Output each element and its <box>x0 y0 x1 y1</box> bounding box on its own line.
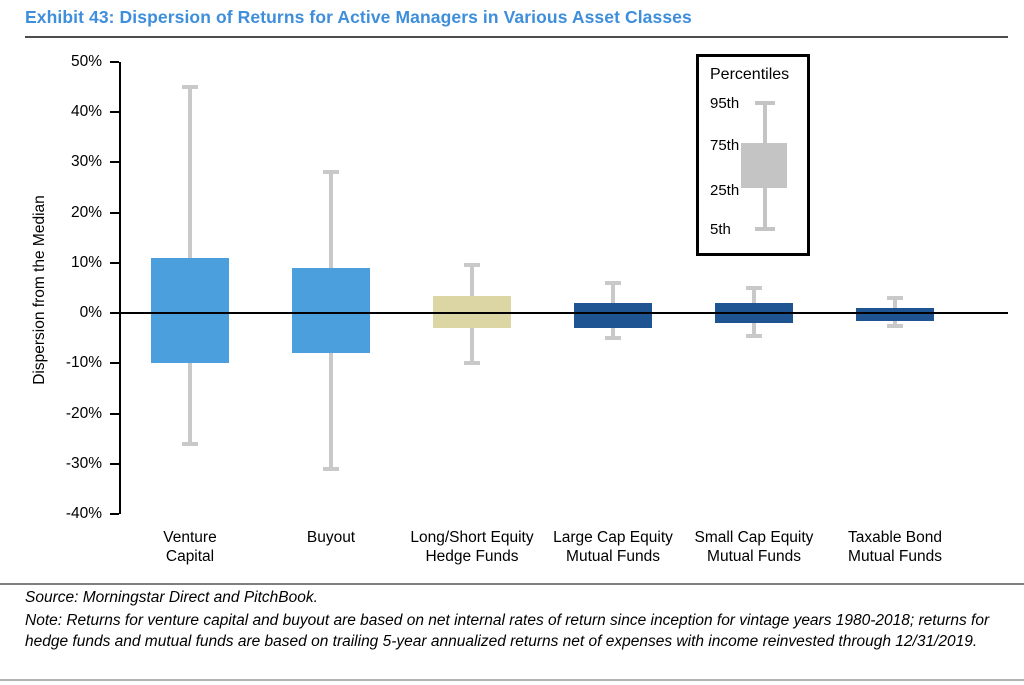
x-category-label-buyout: Buyout <box>253 528 409 547</box>
x-category-label-line: Mutual Funds <box>566 548 660 565</box>
whisker-cap-top-buyout <box>323 170 339 175</box>
page-title: Exhibit 43: Dispersion of Returns for Ac… <box>25 7 692 27</box>
legend-whisker-cap-bottom-icon <box>755 227 775 231</box>
y-tick-mark <box>110 412 119 415</box>
note-text: Note: Returns for venture capital and bu… <box>25 612 990 650</box>
x-category-label-line: Long/Short Equity <box>410 529 534 546</box>
legend-label-25th: 25th <box>710 182 740 199</box>
y-axis-line <box>119 62 121 514</box>
y-tick-label: 0% <box>79 304 102 322</box>
y-tick-label: 50% <box>70 53 102 70</box>
legend-label-75th: 75th <box>710 137 740 154</box>
y-tick-mark <box>110 312 119 315</box>
x-category-label-large-cap-equity-mutual-funds: Large Cap Equity Mutual Funds <box>535 528 691 566</box>
legend-box-icon <box>741 143 787 188</box>
y-tick-mark <box>110 261 119 264</box>
box-large-cap-equity-mutual-funds <box>574 303 652 329</box>
x-category-label-line: Venture <box>163 529 217 546</box>
x-category-label-line: Taxable Bond <box>848 529 942 546</box>
whisker-cap-bottom-venture-capital <box>182 441 198 446</box>
y-tick-label: -40% <box>65 505 102 522</box>
title-divider-rule <box>25 36 1008 38</box>
x-category-label-line: Hedge Funds <box>425 548 519 565</box>
x-category-label-taxable-bond-mutual-funds: Taxable Bond Mutual Funds <box>817 528 973 566</box>
legend-label-95th: 95th <box>710 95 740 112</box>
legend-label-5th: 5th <box>710 221 731 238</box>
box-taxable-bond-mutual-funds <box>856 308 934 321</box>
y-tick-mark <box>110 111 119 114</box>
footer-top-rule <box>0 583 1024 585</box>
y-tick-mark <box>110 462 119 465</box>
y-tick-mark <box>110 61 119 63</box>
y-tick-label: 20% <box>70 203 102 221</box>
y-tick-mark <box>110 362 119 365</box>
whisker-cap-bottom-long-short-equity-hedge-funds <box>464 361 480 366</box>
y-tick-mark <box>110 161 119 164</box>
whisker-cap-top-long-short-equity-hedge-funds <box>464 263 480 268</box>
whisker-cap-bottom-taxable-bond-mutual-funds <box>887 323 903 328</box>
whisker-cap-top-large-cap-equity-mutual-funds <box>605 280 621 285</box>
y-tick-label: 30% <box>70 153 102 171</box>
whisker-cap-top-venture-capital <box>182 85 198 90</box>
box-long-short-equity-hedge-funds <box>433 295 511 329</box>
y-tick-label: 40% <box>70 103 102 121</box>
footer-bottom-rule <box>0 679 1024 681</box>
x-category-label-line: Buyout <box>306 529 356 546</box>
x-category-label-line: Mutual Funds <box>707 548 801 565</box>
x-category-label-line: Large Cap Equity <box>553 529 673 546</box>
legend-percentiles: Percentiles 95th 75th 25th 5th <box>696 54 810 256</box>
legend-title: Percentiles <box>710 66 790 83</box>
x-category-label-long-short-equity-hedge-funds: Long/Short Equity Hedge Funds <box>394 528 550 566</box>
y-tick-label: -10% <box>65 354 102 372</box>
y-tick-label: -30% <box>65 454 102 472</box>
x-category-label-line: Small Cap Equity <box>694 529 814 546</box>
whisker-cap-bottom-small-cap-equity-mutual-funds <box>746 333 762 338</box>
y-tick-label: 10% <box>70 253 102 271</box>
zero-line <box>119 312 1008 315</box>
box-venture-capital <box>151 257 229 364</box>
whisker-cap-bottom-large-cap-equity-mutual-funds <box>605 336 621 341</box>
y-tick-mark <box>110 211 119 214</box>
y-tick-label: -20% <box>65 404 102 422</box>
x-category-label-line: Mutual Funds <box>848 548 942 565</box>
x-category-label-small-cap-equity-mutual-funds: Small Cap Equity Mutual Funds <box>676 528 832 566</box>
source-text: Source: Morningstar Direct and PitchBook… <box>25 589 318 606</box>
box-buyout <box>292 267 370 354</box>
whisker-cap-top-small-cap-equity-mutual-funds <box>746 286 762 290</box>
whisker-cap-top-taxable-bond-mutual-funds <box>887 296 903 301</box>
y-tick-mark <box>110 513 119 515</box>
x-category-label-line: Capital <box>165 548 215 565</box>
x-category-label-venture-capital: Venture Capital <box>112 528 268 566</box>
whisker-cap-bottom-buyout <box>323 466 339 471</box>
